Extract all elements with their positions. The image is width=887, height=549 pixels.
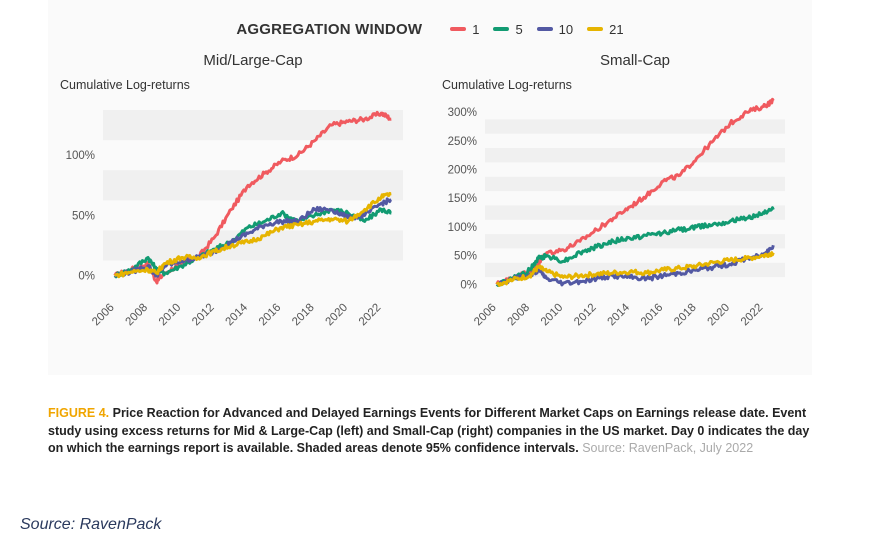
y-tick-label: 200% <box>448 165 477 177</box>
legend-item-5: 5 <box>493 21 523 37</box>
x-tick-label: 2008 <box>506 302 533 329</box>
series-line-1 <box>495 97 775 286</box>
grid-band <box>485 205 785 220</box>
legend-item-10: 10 <box>536 21 574 37</box>
y-tick-label: 100% <box>448 222 477 234</box>
x-tick-label: 2016 <box>257 302 284 329</box>
x-tick-label: 2018 <box>290 302 317 329</box>
y-tick-label: 300% <box>448 107 477 119</box>
x-tick-label: 2012 <box>572 302 599 329</box>
series-line-10 <box>496 244 775 287</box>
legend-item-21: 21 <box>587 21 624 37</box>
series-line-10 <box>114 197 392 278</box>
y-tick-label: 0% <box>460 279 477 291</box>
x-tick-label: 2016 <box>639 302 666 329</box>
x-tick-label: 2022 <box>357 302 384 329</box>
series-line-21 <box>495 251 775 287</box>
caption-source: Source: RavenPack, July 2022 <box>582 441 754 455</box>
y-tick-label: 100% <box>66 150 95 162</box>
y-axis-label: Cumulative Log-returns <box>60 78 190 92</box>
x-tick-label: 2010 <box>157 302 184 329</box>
legend-swatch <box>493 27 510 31</box>
footer-source: Source: RavenPack <box>20 516 162 533</box>
y-tick-label: 150% <box>448 193 477 205</box>
figure-caption: FIGURE 4. Price Reaction for Advanced an… <box>48 405 818 458</box>
x-tick-label: 2010 <box>539 302 566 329</box>
y-tick-label: 250% <box>448 136 477 148</box>
x-tick-label: 2014 <box>606 301 633 328</box>
grid-band <box>103 170 403 201</box>
x-tick-label: 2014 <box>224 301 251 328</box>
chart-small-cap: Small-Cap Cumulative Log-returns 0% 50% 100%… <box>442 52 785 329</box>
series-line-5 <box>495 206 775 287</box>
y-tick-label: 50% <box>454 251 477 263</box>
legend-label: 10 <box>558 21 574 37</box>
grid-band <box>103 110 403 141</box>
figure-panel: AGGREGATION WINDOW 1 5 10 21 Mid/Large-C… <box>48 0 812 375</box>
series-line-21 <box>113 191 392 279</box>
grid-band <box>485 119 785 134</box>
legend-title: AGGREGATION WINDOW <box>236 20 423 38</box>
x-tick-label: 2006 <box>472 302 499 329</box>
legend-item-1: 1 <box>450 22 479 37</box>
x-tick-label: 2022 <box>739 302 766 329</box>
series-line-5 <box>113 207 392 279</box>
legend-label: 21 <box>609 21 624 37</box>
legend-label: 1 <box>472 21 480 37</box>
x-tick-label: 2008 <box>124 302 151 329</box>
x-tick-label: 2006 <box>90 302 117 329</box>
x-tick-label: 2020 <box>324 302 351 329</box>
legend-swatch <box>587 27 604 31</box>
panel-title: Mid/Large-Cap <box>203 52 302 69</box>
x-tick-label: 2020 <box>706 302 733 329</box>
legend: AGGREGATION WINDOW 1 5 10 21 <box>48 18 812 40</box>
chart-mid-large-cap: Mid/Large-Cap Cumulative Log-returns 0% 50%… <box>60 52 403 329</box>
caption-label: FIGURE 4. <box>48 406 110 420</box>
y-axis-label: Cumulative Log-returns <box>442 78 572 92</box>
x-tick-label: 2012 <box>190 302 217 329</box>
caption-text: Price Reaction for Advanced and Delayed … <box>48 406 810 455</box>
panel-title: Small-Cap <box>600 52 670 69</box>
grid-band <box>103 230 403 261</box>
grid-band <box>485 176 785 192</box>
legend-label: 5 <box>515 21 523 37</box>
y-tick-label: 0% <box>78 271 95 283</box>
grid-band <box>485 148 785 163</box>
series-line-1 <box>113 110 392 285</box>
legend-swatch <box>450 27 467 31</box>
grid-band <box>485 234 785 249</box>
y-tick-label: 50% <box>72 210 95 222</box>
x-tick-label: 2018 <box>672 302 699 329</box>
legend-swatch <box>536 27 553 31</box>
